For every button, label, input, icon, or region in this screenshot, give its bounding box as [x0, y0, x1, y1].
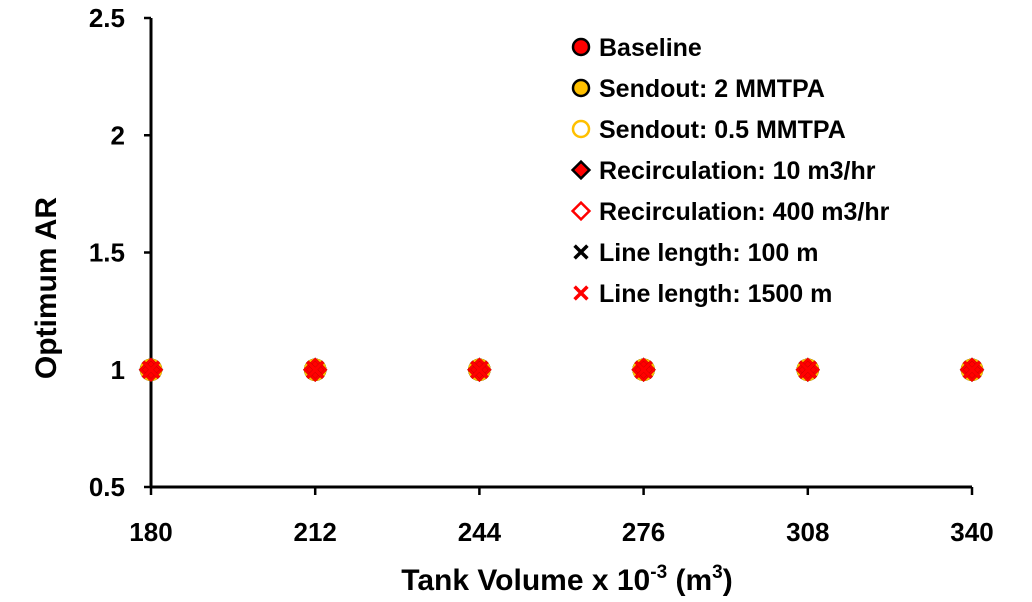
legend: Baseline Sendout: 2 MMTPA Sendout: 0.5 MMT…: [570, 34, 890, 308]
legend-marker-3: [570, 159, 592, 181]
legend-marker-2: [571, 119, 591, 139]
data-point-series-4: [795, 357, 821, 383]
legend-marker-4: [570, 200, 592, 222]
legend-marker-0: [571, 37, 591, 57]
y-tick-label: 2.5: [89, 3, 125, 33]
x-tick-label: 244: [458, 517, 502, 547]
data-point-series-4: [138, 357, 164, 383]
legend-marker-1: [571, 78, 591, 98]
legend-entry-label: Line length: 100 m: [599, 239, 818, 267]
axes: [149, 18, 972, 489]
legend-marker-5: [573, 244, 589, 260]
data-point-series-6: [470, 360, 489, 379]
data-point-series-4: [959, 357, 985, 383]
x-axis-title-prefix: Tank Volume x 10: [401, 564, 650, 597]
legend-entry-label: Recirculation: 10 m3/hr: [599, 157, 876, 185]
x-tick-label: 276: [622, 517, 665, 547]
y-tick-label: 1: [111, 355, 125, 385]
x-tick-label: 340: [950, 517, 993, 547]
data-point-series-6: [141, 360, 161, 379]
legend-entry-label: Line length: 1500 m: [599, 280, 832, 308]
y-ticks: 0.5 1 1.5 2 2.5: [89, 3, 151, 502]
legend-entry-label: Recirculation: 400 m3/hr: [599, 198, 890, 226]
legend-entry-label: Baseline: [599, 34, 702, 62]
y-tick-label: 2: [111, 120, 125, 150]
data-point-series-6: [798, 360, 818, 379]
x-tick-label: 308: [786, 517, 829, 547]
y-axis-title: Optimum AR: [30, 197, 63, 380]
x-axis-title-prefix-superscript: -3: [650, 562, 667, 583]
x-ticks: 180 212 244 276 308 340: [129, 487, 994, 547]
x-tick-label: 212: [294, 517, 337, 547]
x-tick-label: 180: [129, 517, 172, 547]
data-point-series-6: [634, 360, 653, 379]
data-point-series-4: [631, 357, 656, 383]
x-axis-title-suffix: ): [723, 564, 733, 597]
y-tick-label: 0.5: [89, 472, 125, 502]
data-point-series-6: [305, 360, 325, 379]
x-axis-title-unit-superscript: 3: [712, 562, 723, 583]
legend-entry-label: Sendout: 2 MMTPA: [599, 75, 825, 103]
y-tick-label: 1.5: [89, 238, 125, 268]
legend-entry-label: Sendout: 0.5 MMTPA: [599, 116, 846, 144]
data-point-series-4: [302, 357, 328, 383]
x-axis-title: Tank Volume x 10-3 (m3): [401, 562, 732, 597]
data-point-series-6: [962, 360, 982, 379]
x-axis-title-middle: (m: [667, 564, 712, 597]
legend-marker-6: [573, 285, 589, 301]
data-point-series-4: [467, 357, 492, 383]
data-points: [138, 357, 985, 383]
